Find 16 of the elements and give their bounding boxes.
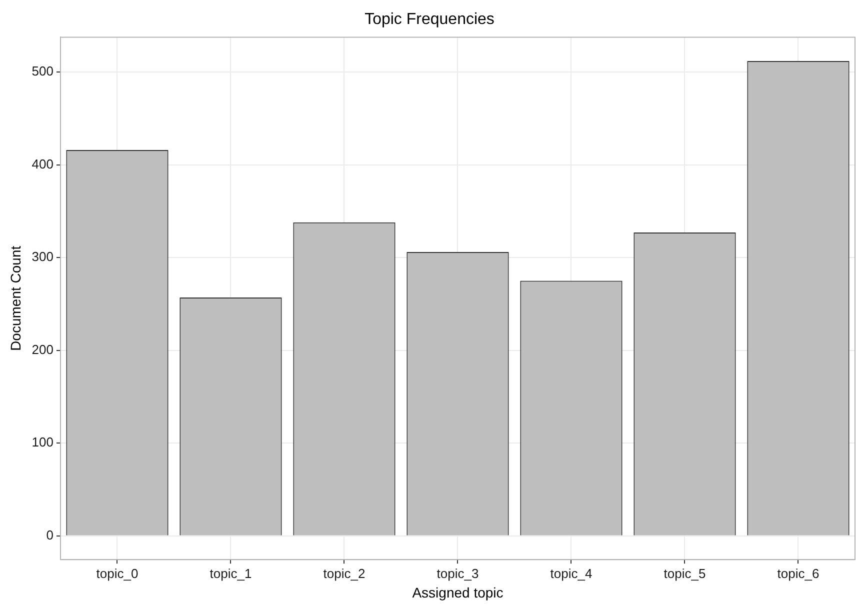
x-axis-title: Assigned topic [412, 584, 504, 600]
chart-title: Topic Frequencies [364, 11, 494, 28]
y-tick-label: 100 [32, 434, 54, 450]
x-tick-label: topic_0 [96, 566, 138, 581]
x-tick-label: topic_5 [664, 566, 706, 581]
x-tick-label: topic_6 [777, 566, 820, 581]
x-tick-label: topic_3 [436, 566, 479, 581]
y-tick-label: 400 [32, 156, 54, 172]
y-tick-label: 0 [46, 527, 54, 542]
y-tick-label: 300 [32, 249, 54, 264]
x-tick-label: topic_2 [323, 566, 366, 581]
y-axis-title: Document Count [7, 246, 24, 351]
x-tick-label: topic_1 [210, 566, 252, 581]
x-tick-label: topic_4 [550, 566, 592, 581]
y-tick-label: 200 [32, 342, 54, 357]
y-tick-label: 500 [32, 64, 54, 79]
